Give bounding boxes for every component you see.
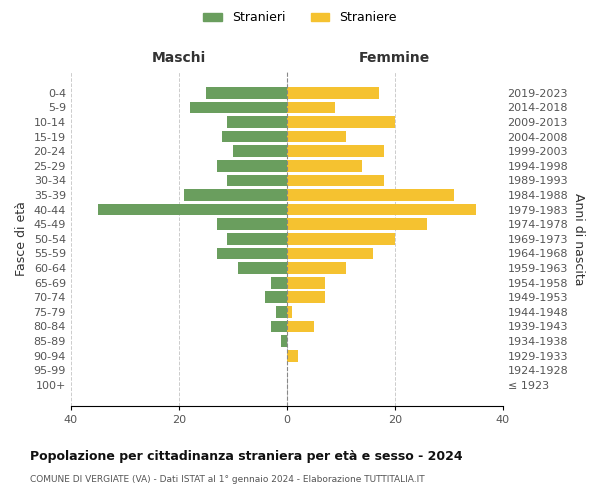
Bar bbox=[287, 102, 335, 113]
Bar bbox=[271, 277, 287, 288]
Bar bbox=[184, 189, 287, 201]
Bar bbox=[287, 174, 384, 186]
Bar bbox=[227, 233, 287, 244]
Bar bbox=[217, 248, 287, 260]
Bar bbox=[238, 262, 287, 274]
Legend: Stranieri, Straniere: Stranieri, Straniere bbox=[198, 6, 402, 29]
Bar bbox=[287, 146, 384, 157]
Bar bbox=[287, 204, 476, 216]
Bar bbox=[287, 189, 454, 201]
Bar bbox=[287, 306, 292, 318]
Text: Maschi: Maschi bbox=[152, 51, 206, 65]
Bar bbox=[287, 350, 298, 362]
Bar bbox=[190, 102, 287, 113]
Bar bbox=[217, 160, 287, 172]
Bar bbox=[222, 130, 287, 142]
Text: COMUNE DI VERGIATE (VA) - Dati ISTAT al 1° gennaio 2024 - Elaborazione TUTTITALI: COMUNE DI VERGIATE (VA) - Dati ISTAT al … bbox=[30, 475, 425, 484]
Bar bbox=[287, 130, 346, 142]
Bar bbox=[287, 160, 362, 172]
Bar bbox=[276, 306, 287, 318]
Bar bbox=[287, 262, 346, 274]
Text: Popolazione per cittadinanza straniera per età e sesso - 2024: Popolazione per cittadinanza straniera p… bbox=[30, 450, 463, 463]
Bar bbox=[287, 292, 325, 303]
Bar bbox=[233, 146, 287, 157]
Bar bbox=[287, 87, 379, 99]
Bar bbox=[227, 116, 287, 128]
Bar bbox=[98, 204, 287, 216]
Bar bbox=[271, 320, 287, 332]
Bar bbox=[287, 277, 325, 288]
Bar bbox=[287, 116, 395, 128]
Bar bbox=[265, 292, 287, 303]
Bar bbox=[287, 320, 314, 332]
Bar bbox=[281, 336, 287, 347]
Text: Femmine: Femmine bbox=[359, 51, 430, 65]
Bar bbox=[206, 87, 287, 99]
Bar bbox=[217, 218, 287, 230]
Bar bbox=[287, 248, 373, 260]
Y-axis label: Anni di nascita: Anni di nascita bbox=[572, 192, 585, 285]
Bar bbox=[287, 218, 427, 230]
Bar bbox=[227, 174, 287, 186]
Y-axis label: Fasce di età: Fasce di età bbox=[15, 202, 28, 276]
Bar bbox=[287, 233, 395, 244]
